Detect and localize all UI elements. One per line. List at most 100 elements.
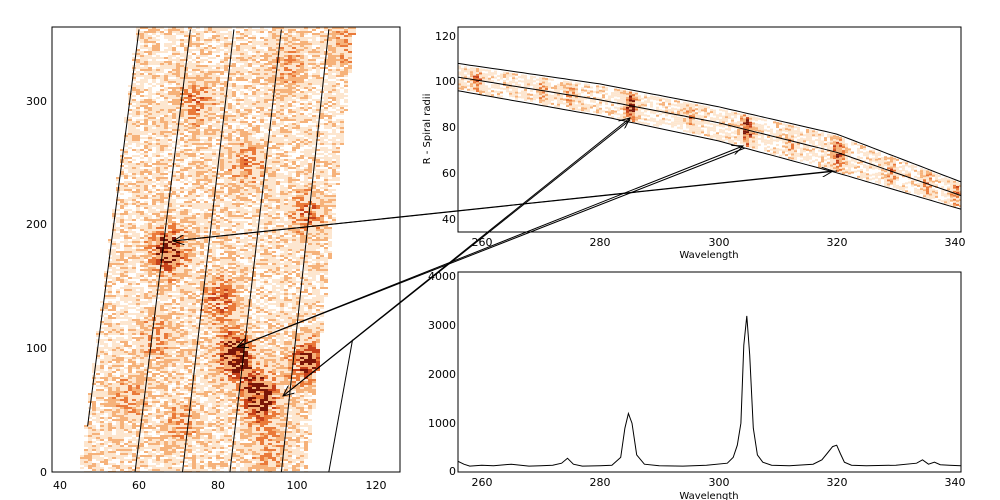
heatmap-cell xyxy=(196,39,200,41)
heatmap-cell xyxy=(236,97,240,99)
heatmap-cell xyxy=(200,207,204,209)
heatmap-cell xyxy=(148,57,152,59)
heatmap-cell xyxy=(164,101,168,103)
heatmap-cell xyxy=(180,235,184,237)
heatmap-cell xyxy=(228,213,232,215)
heatmap-cell xyxy=(124,185,128,187)
heatmap-cell xyxy=(300,53,304,55)
heatmap-cell xyxy=(144,235,148,237)
heatmap-cell xyxy=(120,241,124,243)
heatmap-cell xyxy=(148,55,152,57)
heatmap-cell xyxy=(280,99,284,101)
heatmap-cell xyxy=(216,103,220,105)
heatmap-cell xyxy=(228,71,232,73)
heatmap-cell xyxy=(256,31,260,33)
heatmap-cell xyxy=(124,161,128,163)
heatmap-cell xyxy=(272,141,276,143)
heatmap-cell xyxy=(176,133,180,135)
heatmap-cell xyxy=(180,251,184,253)
heatmap-cell xyxy=(152,231,156,233)
heatmap-cell xyxy=(300,237,304,239)
heatmap-cell xyxy=(272,77,276,79)
heatmap-cell xyxy=(260,73,264,75)
heatmap-cell xyxy=(168,171,172,173)
heatmap-cell xyxy=(332,83,336,85)
heatmap-cell xyxy=(300,209,304,211)
heatmap-cell xyxy=(332,221,336,223)
heatmap-cell xyxy=(296,251,300,253)
heatmap-cell xyxy=(284,209,288,211)
heatmap-cell xyxy=(260,87,264,89)
heatmap-cell xyxy=(144,79,148,81)
heatmap-cell xyxy=(312,57,316,59)
heatmap-cell xyxy=(236,223,240,225)
heatmap-cell xyxy=(340,27,344,29)
heatmap-cell xyxy=(260,237,264,239)
heatmap-cell xyxy=(232,53,236,55)
heatmap-cell xyxy=(236,87,240,89)
heatmap-cell xyxy=(212,151,216,153)
heatmap-cell xyxy=(272,97,276,99)
heatmap-cell xyxy=(116,237,120,239)
heatmap-cell xyxy=(184,149,188,151)
heatmap-cell xyxy=(196,73,200,75)
heatmap-cell xyxy=(308,137,312,139)
heatmap-cell xyxy=(348,47,352,49)
heatmap-cell xyxy=(240,257,244,259)
heatmap-cell xyxy=(308,151,312,153)
heatmap-cell xyxy=(344,89,348,91)
heatmap-cell xyxy=(196,233,200,235)
heatmap-cell xyxy=(204,39,208,41)
heatmap-cell xyxy=(224,27,228,29)
heatmap-cell xyxy=(284,39,288,41)
heatmap-cell xyxy=(248,75,252,77)
heatmap-cell xyxy=(128,189,132,191)
heatmap-cell xyxy=(204,85,208,87)
heatmap-cell xyxy=(172,165,176,167)
heatmap-cell xyxy=(216,109,220,111)
heatmap-cell xyxy=(188,45,192,47)
heatmap-cell xyxy=(304,213,308,215)
heatmap-cell xyxy=(188,189,192,191)
heatmap-cell xyxy=(248,65,252,67)
heatmap-cell xyxy=(172,223,176,225)
heatmap-cell xyxy=(176,197,180,199)
heatmap-cell xyxy=(224,203,228,205)
heatmap-cell xyxy=(196,31,200,33)
heatmap-cell xyxy=(264,77,268,79)
heatmap-cell xyxy=(272,255,276,257)
heatmap-cell xyxy=(300,83,304,85)
heatmap-cell xyxy=(180,91,184,93)
heatmap-cell xyxy=(208,95,212,97)
heatmap-cell xyxy=(204,163,208,165)
heatmap-cell xyxy=(304,95,308,97)
heatmap-cell xyxy=(308,131,312,133)
heatmap-cell xyxy=(132,137,136,139)
heatmap-cell xyxy=(288,253,292,255)
heatmap-cell xyxy=(316,105,320,107)
heatmap-cell xyxy=(164,195,168,197)
heatmap-cell xyxy=(184,227,188,229)
heatmap-cell xyxy=(308,241,312,243)
heatmap-cell xyxy=(208,81,212,83)
heatmap-cell xyxy=(284,195,288,197)
heatmap-cell xyxy=(240,239,244,241)
heatmap-cell xyxy=(304,143,308,145)
heatmap-cell xyxy=(160,133,164,135)
heatmap-cell xyxy=(216,67,220,69)
heatmap-cell xyxy=(220,253,224,255)
heatmap-cell xyxy=(308,117,312,119)
heatmap-cell xyxy=(124,175,128,177)
heatmap-cell xyxy=(312,139,316,141)
heatmap-cell xyxy=(244,155,248,157)
heatmap-cell xyxy=(216,51,220,53)
heatmap-cell xyxy=(152,241,156,243)
heatmap-cell xyxy=(308,223,312,225)
heatmap-cell xyxy=(208,247,212,249)
heatmap-cell xyxy=(324,47,328,49)
heatmap-cell xyxy=(320,117,324,119)
heatmap-cell xyxy=(236,149,240,151)
heatmap-cell xyxy=(136,49,140,51)
heatmap-cell xyxy=(188,105,192,107)
heatmap-cell xyxy=(196,81,200,83)
